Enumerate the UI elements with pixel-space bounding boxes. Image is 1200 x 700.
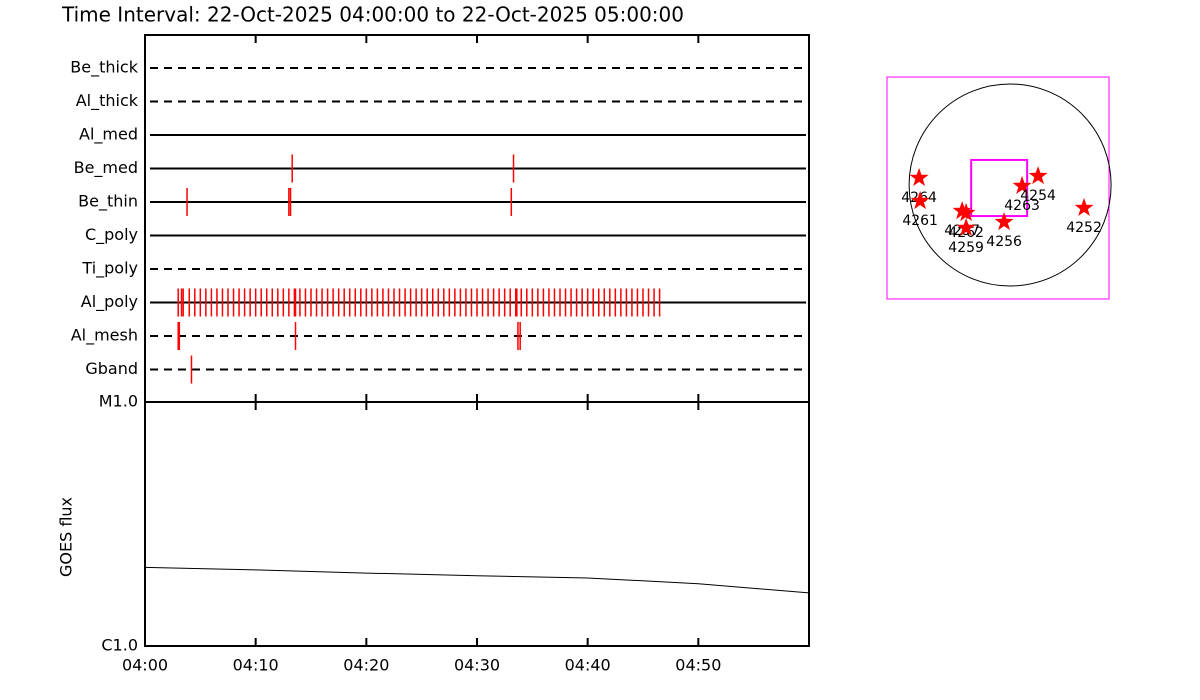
row-label: Be_thin <box>78 192 138 212</box>
row-label: Al_thick <box>76 91 139 111</box>
row-label: Al_med <box>79 125 138 145</box>
region-label: 4262 <box>948 225 984 241</box>
region-label: 4261 <box>902 213 938 229</box>
plot-frame <box>144 401 810 647</box>
y-axis-label: GOES flux <box>57 497 76 577</box>
region-label: 4252 <box>1066 220 1102 236</box>
x-tick-label: 04:20 <box>343 656 389 675</box>
row-label: Al_poly <box>81 292 138 312</box>
region-star <box>1028 166 1048 185</box>
region-label: 4263 <box>1004 198 1040 214</box>
plot-frame <box>144 34 810 403</box>
y-tick-label: C1.0 <box>101 636 138 655</box>
x-tick-label: 04:00 <box>122 656 168 675</box>
row-label: Be_thick <box>70 58 138 78</box>
row-label: C_poly <box>85 225 138 245</box>
row-label: Be_med <box>74 158 138 178</box>
region-label: 4254 <box>1020 188 1056 204</box>
region-star <box>956 217 976 236</box>
x-tick-label: 04:30 <box>454 656 500 675</box>
solar-limb <box>908 83 1112 287</box>
row-label: Ti_poly <box>81 259 138 279</box>
x-tick-label: 04:40 <box>565 656 611 675</box>
x-tick-label: 04:10 <box>233 656 279 675</box>
fov-box <box>970 158 1029 218</box>
x-tick-label: 04:50 <box>675 656 721 675</box>
y-tick-label: M1.0 <box>99 392 138 411</box>
region-star <box>909 167 929 186</box>
row-label: Al_mesh <box>71 326 138 346</box>
goes-line <box>144 566 810 594</box>
chart-title: Time Interval: 22-Oct-2025 04:00:00 to 2… <box>61 3 684 27</box>
region-star <box>994 212 1014 231</box>
map-frame <box>886 76 1110 300</box>
region-star <box>956 203 976 222</box>
region-label: 4256 <box>986 234 1022 250</box>
region-star <box>910 191 930 210</box>
region-label: 4259 <box>948 240 984 256</box>
region-star <box>1012 175 1032 194</box>
region-star <box>1074 197 1094 216</box>
row-label: Gband <box>85 359 138 378</box>
